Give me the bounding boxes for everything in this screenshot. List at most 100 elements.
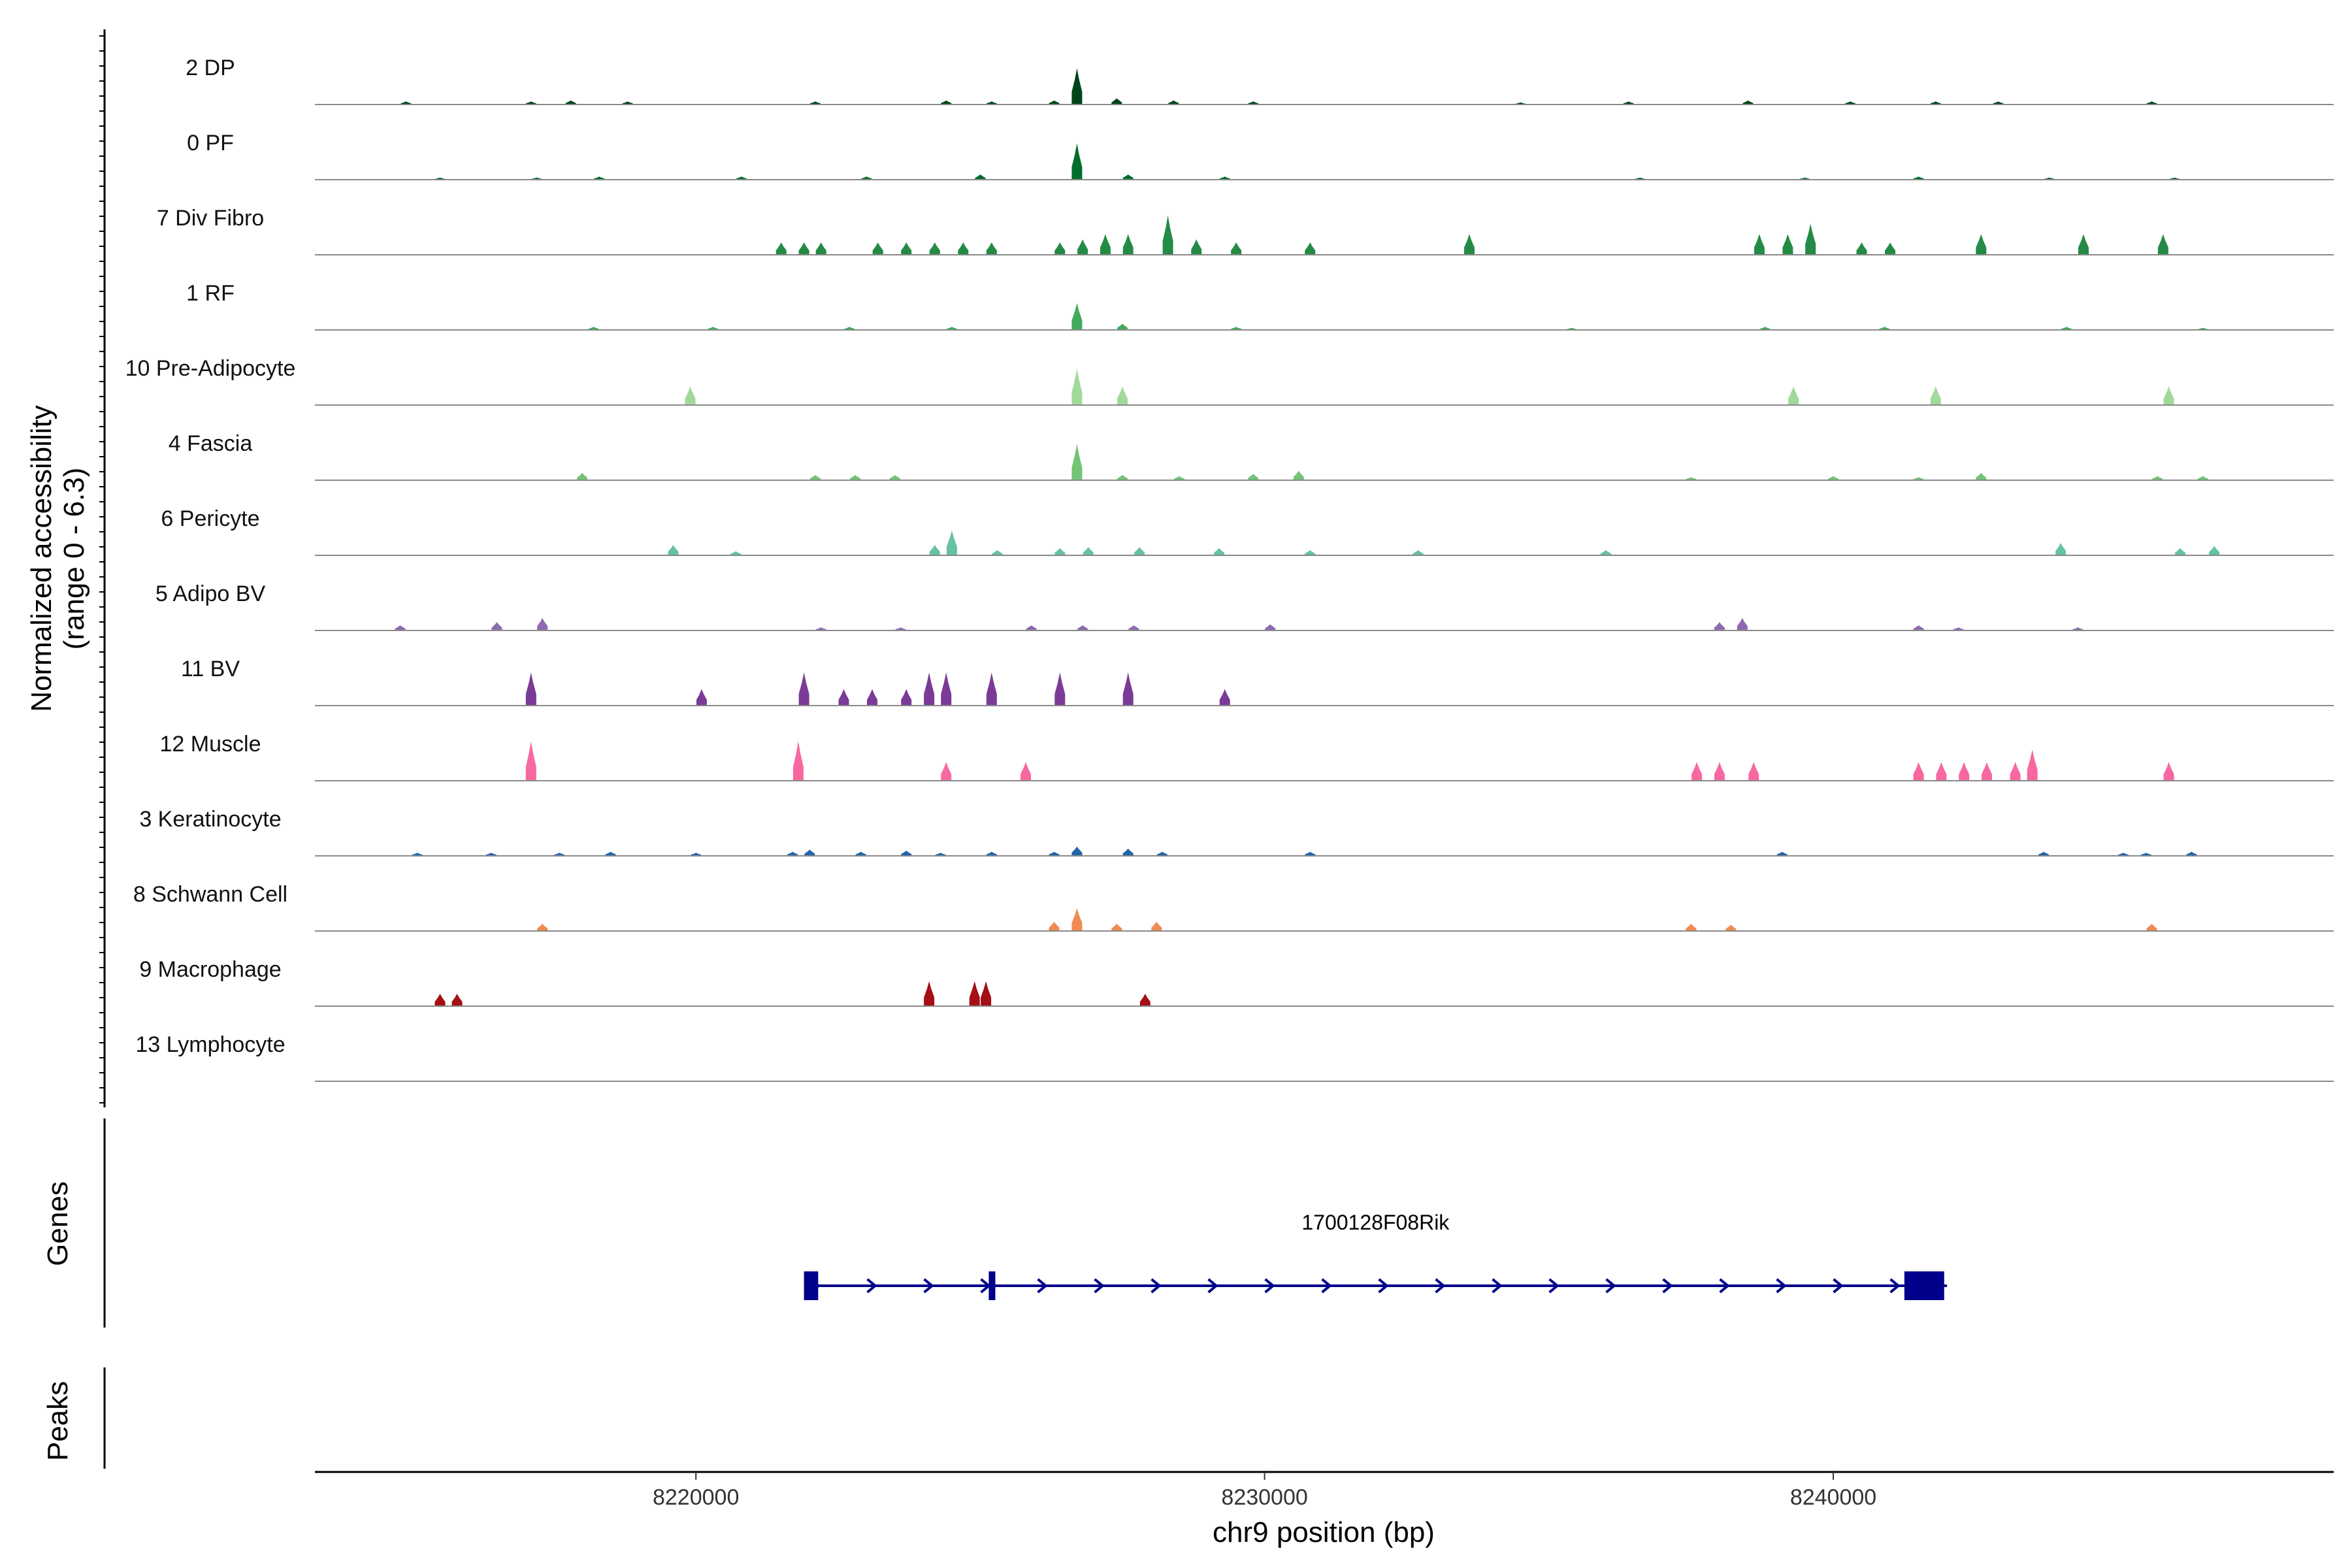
strand-arrow-icon [1151, 1278, 1162, 1294]
track-label: 7 Div Fibro [157, 206, 264, 231]
peak-mark [1071, 846, 1083, 856]
peak-mark [1071, 302, 1083, 330]
peak-mark [946, 327, 957, 330]
track-13: 9 Macrophage [139, 957, 2334, 1007]
peak-mark [986, 851, 997, 856]
peak-mark [1845, 101, 1856, 105]
peak-mark [691, 853, 702, 856]
peak-mark [708, 327, 719, 330]
track-label: 0 PF [187, 131, 234, 155]
peak-mark [855, 851, 866, 856]
peak-mark [1219, 689, 1230, 706]
peak-mark [1111, 98, 1122, 105]
peak-mark [1231, 327, 1242, 330]
peak-mark [1083, 547, 1094, 555]
peak-mark [986, 101, 997, 105]
peak-mark [1913, 625, 1924, 630]
track-label: 3 Keratinocyte [139, 807, 281, 832]
peak-mark [1293, 470, 1304, 480]
peak-mark [1117, 475, 1128, 480]
peak-mark [622, 101, 633, 105]
peak-mark [525, 741, 536, 781]
track-10: 12 Muscle [160, 732, 2334, 781]
peak-mark [1021, 762, 1031, 781]
peak-mark [1117, 323, 1128, 330]
strand-arrow-icon [1378, 1278, 1389, 1294]
peak-mark [1122, 234, 1134, 255]
peak-mark [1993, 101, 2004, 105]
peak-mark [1026, 625, 1037, 630]
peak-mark [2175, 547, 2185, 555]
peak-mark [1162, 215, 1173, 255]
peak-mark [736, 176, 747, 180]
axes: 8220000 8230000 8240000 [99, 29, 2334, 1510]
peak-mark [1788, 386, 1799, 405]
strand-arrow-icon [1037, 1278, 1048, 1294]
peak-mark [1691, 762, 1703, 781]
peak-mark [1305, 851, 1316, 856]
peak-mark [1122, 848, 1134, 856]
peak-mark [1742, 100, 1754, 105]
peak-mark [1959, 762, 1970, 781]
peak-mark [1776, 851, 1788, 856]
peak-mark [1248, 101, 1259, 105]
strand-arrow-icon [1889, 1278, 1901, 1294]
peak-mark [941, 672, 952, 706]
peak-mark [491, 622, 502, 630]
peak-mark [975, 174, 986, 180]
track-6: 4 Fascia [169, 431, 2334, 481]
x-axis-title: chr9 position (bp) [1213, 1516, 1435, 1548]
strand-arrow-icon [923, 1278, 934, 1294]
track-9: 11 BV [181, 657, 2334, 706]
peak-mark [929, 545, 940, 555]
strand-arrow-icon [1264, 1278, 1275, 1294]
track-label: 10 Pre-Adipocyte [125, 356, 296, 381]
peak-mark [1976, 234, 1987, 255]
peak-mark [1885, 242, 1896, 255]
peak-mark [1805, 223, 1816, 255]
peak-mark [1714, 622, 1725, 630]
peak-mark [1748, 762, 1759, 781]
peak-mark [1754, 234, 1765, 255]
peak-mark [2027, 749, 2038, 781]
track-label: 12 Muscle [160, 732, 261, 757]
peak-mark [2186, 851, 2197, 856]
peak-mark [867, 689, 877, 706]
strand-arrow-icon [1776, 1278, 1787, 1294]
peak-mark [2157, 234, 2168, 255]
peak-mark [1686, 923, 1697, 931]
track-2: 0 PF [187, 131, 2334, 180]
peak-mark [1071, 143, 1083, 180]
peak-mark [605, 851, 616, 856]
peak-mark [849, 475, 860, 480]
peak-mark [1049, 851, 1060, 856]
peak-mark [872, 242, 883, 255]
peak-mark [844, 327, 855, 330]
peak-mark [969, 981, 980, 1006]
peak-mark [838, 689, 849, 706]
peak-mark [1930, 101, 1941, 105]
peak-mark [1214, 547, 1224, 555]
peak-mark [1305, 242, 1316, 255]
strand-arrow-icon [1321, 1278, 1332, 1294]
peak-mark [946, 530, 957, 555]
peak-mark [1049, 921, 1060, 931]
peak-mark [1191, 239, 1202, 255]
peak-mark [1077, 239, 1088, 255]
peak-mark [901, 851, 912, 856]
peak-mark [1305, 550, 1316, 555]
peak-mark [2163, 762, 2174, 781]
peak-mark [929, 242, 940, 255]
peak-mark [525, 672, 536, 706]
genes-panel-label: Genes [42, 1181, 74, 1266]
gene-exon [988, 1271, 996, 1300]
peak-mark [792, 741, 804, 781]
y-axis-title-line1: Normalized accessibility [25, 405, 57, 711]
peak-mark [412, 853, 423, 856]
track-7: 6 Pericyte [161, 506, 2334, 556]
strand-arrow-icon [1492, 1278, 1503, 1294]
peak-mark [1111, 923, 1122, 931]
peak-mark [992, 550, 1003, 555]
peak-mark [594, 176, 605, 180]
peak-mark [537, 923, 548, 931]
